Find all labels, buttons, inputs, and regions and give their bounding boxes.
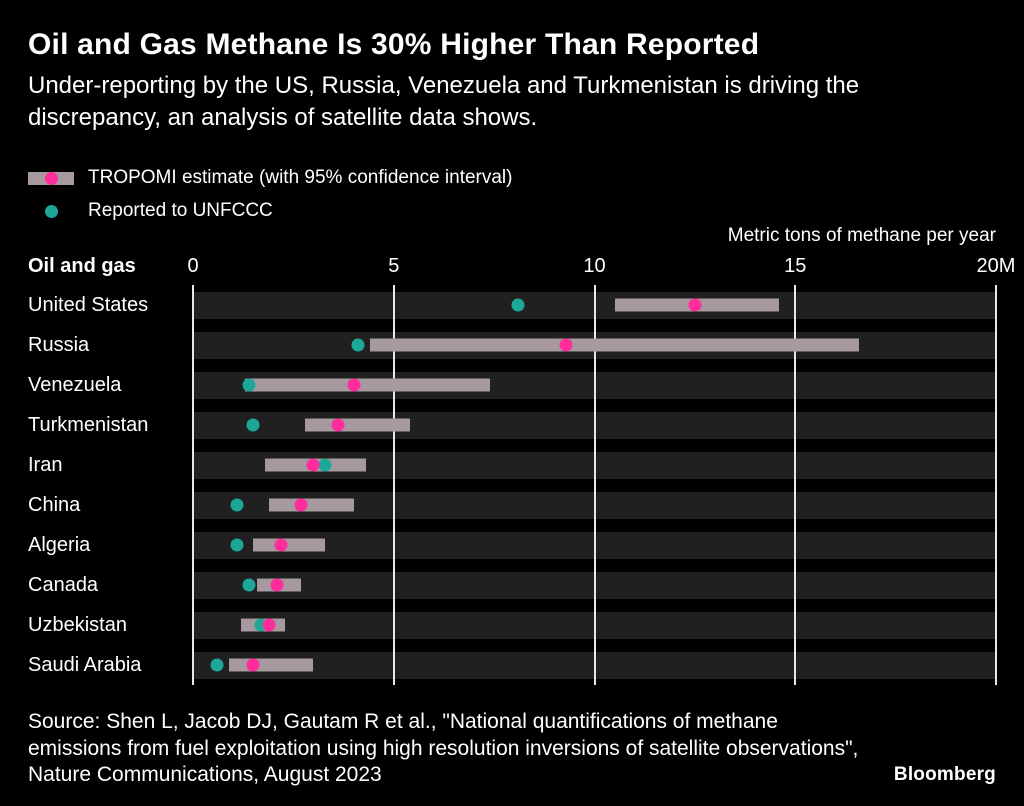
reported-value-dot	[511, 298, 525, 312]
row-label: China	[28, 493, 81, 516]
row-label: Canada	[28, 573, 99, 596]
reported-dot-icon	[44, 204, 58, 218]
x-tick-label: 10	[583, 255, 606, 278]
confidence-interval-bar	[269, 498, 354, 512]
tropomi-estimate-dot	[246, 658, 260, 672]
x-axis: Oil and gas 0 5 10 15 20M	[28, 253, 1015, 281]
x-tick-label: 0	[187, 255, 199, 278]
row-label: Russia	[28, 333, 90, 356]
tropomi-estimate-dot	[262, 618, 276, 632]
reported-value-dot	[210, 658, 224, 672]
legend-label-reported: Reported to UNFCCC	[88, 200, 273, 222]
tropomi-dot-icon	[44, 171, 58, 185]
gridline	[392, 285, 395, 686]
confidence-interval-bar-icon	[28, 171, 74, 185]
confidence-interval-bar	[305, 418, 410, 432]
x-tick-label: 20M	[976, 255, 1016, 278]
row-label: Turkmenistan	[28, 413, 149, 436]
reported-value-dot	[246, 418, 260, 432]
x-axis-ticks: 0 5 10 15 20M	[187, 253, 1015, 281]
tropomi-estimate-dot	[270, 578, 284, 592]
gridlines	[192, 285, 997, 686]
row-label: Saudi Arabia	[28, 653, 142, 676]
row-label: United States	[28, 293, 149, 316]
tropomi-estimate-dot	[347, 378, 361, 392]
tropomi-estimate-dot	[274, 538, 288, 552]
reported-value-dot	[242, 578, 256, 592]
tropomi-estimate-dot	[559, 338, 573, 352]
gridline	[593, 285, 596, 686]
reported-value-dot	[242, 378, 256, 392]
reported-value-dot	[351, 338, 365, 352]
x-tick-label: 5	[388, 255, 400, 278]
confidence-interval-bar	[245, 378, 491, 392]
confidence-interval-bar	[229, 658, 314, 672]
legend-item-reported: Reported to UNFCCC	[28, 199, 996, 223]
tropomi-estimate-dot	[331, 418, 345, 432]
gridline	[995, 285, 997, 686]
reported-value-dot	[230, 538, 244, 552]
confidence-interval-bar	[369, 338, 860, 352]
chart-plot: United States Russia Venezuela Turkmenistan…	[28, 285, 997, 686]
gridline	[192, 285, 194, 686]
chart-subtitle: Under-reporting by the US, Russia, Venez…	[28, 71, 860, 131]
x-tick-label: 15	[784, 255, 807, 278]
row-label: Iran	[28, 453, 63, 476]
source-text: Source: Shen L, Jacob DJ, Gautam R et al…	[28, 710, 859, 786]
tropomi-estimate-dot	[294, 498, 308, 512]
legend-item-tropomi: TROPOMI estimate (with 95% confidence in…	[28, 166, 996, 190]
bloomberg-logo: Bloomberg	[893, 764, 996, 786]
axis-unit-label: Metric tons of methane per year	[727, 225, 996, 247]
row-label: Algeria	[28, 533, 91, 556]
row-label: Venezuela	[28, 373, 122, 396]
reported-swatch	[28, 204, 74, 218]
tropomi-estimate-dot	[688, 298, 702, 312]
chart-title: Oil and Gas Methane Is 30% Higher Than R…	[28, 28, 760, 61]
gridline	[794, 285, 797, 686]
tropomi-estimate-dot	[306, 458, 320, 472]
reported-value-dot	[318, 458, 332, 472]
legend: TROPOMI estimate (with 95% confidence in…	[28, 166, 996, 223]
group-label: Oil and gas	[28, 255, 136, 278]
row-label: Uzbekistan	[28, 613, 127, 636]
confidence-interval-bar	[253, 538, 326, 552]
footer: Source: Shen L, Jacob DJ, Gautam R et al…	[28, 709, 996, 788]
tropomi-swatch	[28, 171, 74, 185]
reported-value-dot	[230, 498, 244, 512]
legend-label-tropomi: TROPOMI estimate (with 95% confidence in…	[88, 167, 513, 189]
